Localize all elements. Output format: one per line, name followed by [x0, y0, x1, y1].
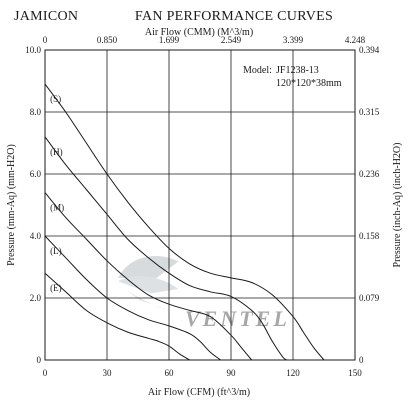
series-label-m: (M) — [50, 203, 64, 213]
series-line-l — [44, 235, 221, 361]
y2-tick-label: 0.236 — [359, 169, 380, 179]
y2-tick-label: 0 — [359, 355, 364, 365]
y-tick-label: 2.0 — [30, 293, 42, 303]
watermark: VENTEL — [118, 256, 290, 331]
x-tick-label: 0 — [43, 368, 48, 378]
x2-tick-label: 1.699 — [159, 35, 180, 45]
model-number: JF1238-13 — [276, 65, 319, 76]
series-label-s: (S) — [50, 94, 61, 104]
x-tick-label: 120 — [286, 368, 300, 378]
model-size: 120*120*38mm — [276, 78, 342, 89]
brand-label: JAMICON — [14, 9, 78, 24]
series-labels: (S) (H) (M) (L) (E) — [50, 94, 64, 293]
x-tick-label: 90 — [227, 368, 237, 378]
y2-tick-label: 0.394 — [359, 45, 380, 55]
x-tick-label: 150 — [348, 368, 362, 378]
chart-title: FAN PERFORMANCE CURVES — [135, 9, 333, 24]
series-line-s — [44, 83, 325, 361]
fan-logo-icon — [118, 256, 179, 311]
x-tick-label: 60 — [165, 368, 175, 378]
y2-axis-label: Pressure (inch-Aq) (inch-H2O) — [392, 143, 403, 268]
series-line-e — [44, 272, 190, 361]
y-tick-label: 0 — [37, 355, 42, 365]
grid-lines — [45, 50, 355, 360]
series-line-m — [44, 192, 253, 361]
series-label-e: (E) — [50, 283, 62, 293]
x2-tick-label: 2.549 — [221, 35, 242, 45]
y2-tick-label: 0.079 — [359, 293, 380, 303]
y-tick-label: 10.0 — [25, 45, 41, 55]
series-label-l: (L) — [50, 246, 62, 256]
plot-frame — [44, 49, 356, 361]
y-tick-label: 8.0 — [30, 107, 42, 117]
y-axis-label: Pressure (mm-Aq) (mm-H2O) — [6, 144, 17, 266]
model-label: Model: — [243, 65, 272, 76]
x-axis-label: Air Flow (CFM) (ft^3/m) — [148, 387, 250, 398]
y-tick-label: 4.0 — [30, 231, 42, 241]
watermark-text: VENTEL — [185, 306, 290, 331]
series-line-h — [44, 136, 288, 361]
top-axis-label: Air Flow (CMM) (M^3/m) — [145, 27, 253, 38]
series-label-h: (H) — [50, 147, 63, 157]
x2-tick-label: 3.399 — [283, 35, 304, 45]
y2-tick-label: 0.158 — [359, 231, 380, 241]
series-lines — [44, 83, 325, 361]
x2-tick-label: 0 — [43, 35, 48, 45]
y2-tick-label: 0.315 — [359, 107, 380, 117]
x2-tick-label: 0.850 — [97, 35, 118, 45]
x-tick-label: 30 — [103, 368, 113, 378]
x2-tick-label: 4.248 — [345, 35, 366, 45]
y-tick-label: 6.0 — [30, 169, 42, 179]
